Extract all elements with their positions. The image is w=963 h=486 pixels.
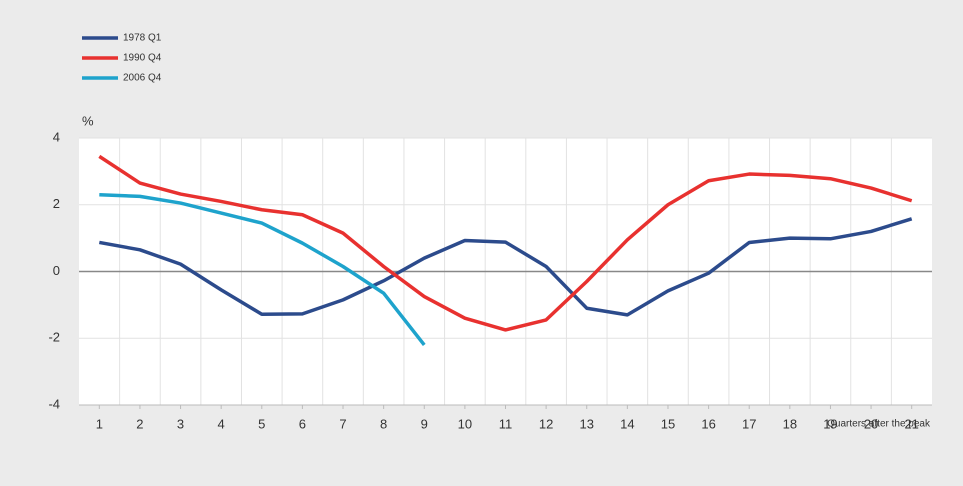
legend-label: 1978 Q1	[123, 33, 162, 44]
x-axis-label: Quarters after the peak	[827, 419, 931, 430]
x-tick-label: 21	[904, 416, 918, 431]
x-tick-label: 6	[299, 416, 306, 431]
x-tick-label: 17	[742, 416, 756, 431]
x-tick-label: 18	[783, 416, 797, 431]
x-tick-label: 10	[458, 416, 472, 431]
x-tick-label: 14	[620, 416, 634, 431]
x-tick-label: 11	[499, 416, 513, 431]
x-tick-label: 2	[136, 416, 143, 431]
x-tick-label: 20	[864, 416, 878, 431]
y-tick-label: 0	[53, 263, 60, 278]
x-tick-label: 3	[177, 416, 184, 431]
x-tick-label: 7	[339, 416, 346, 431]
legend-label: 2006 Q4	[123, 73, 162, 84]
x-tick-label: 16	[701, 416, 715, 431]
x-tick-label: 13	[580, 416, 594, 431]
x-tick-label: 12	[539, 416, 553, 431]
x-tick-label: 5	[258, 416, 265, 431]
y-axis-unit: %	[82, 113, 94, 128]
x-tick-label: 19	[823, 416, 837, 431]
y-tick-label: 4	[53, 129, 60, 144]
x-tick-label: 15	[661, 416, 675, 431]
y-tick-label: -4	[48, 396, 60, 411]
x-tick-label: 9	[421, 416, 428, 431]
series-line	[99, 192, 426, 347]
series-line	[98, 217, 913, 317]
x-tick-label: 4	[218, 416, 225, 431]
y-tick-label: -2	[48, 330, 60, 345]
x-tick-label: 1	[96, 416, 103, 431]
y-tick-label: 2	[53, 196, 60, 211]
x-tick-label: 8	[380, 416, 387, 431]
series-line	[98, 154, 913, 332]
legend-label: 1990 Q4	[123, 53, 162, 64]
